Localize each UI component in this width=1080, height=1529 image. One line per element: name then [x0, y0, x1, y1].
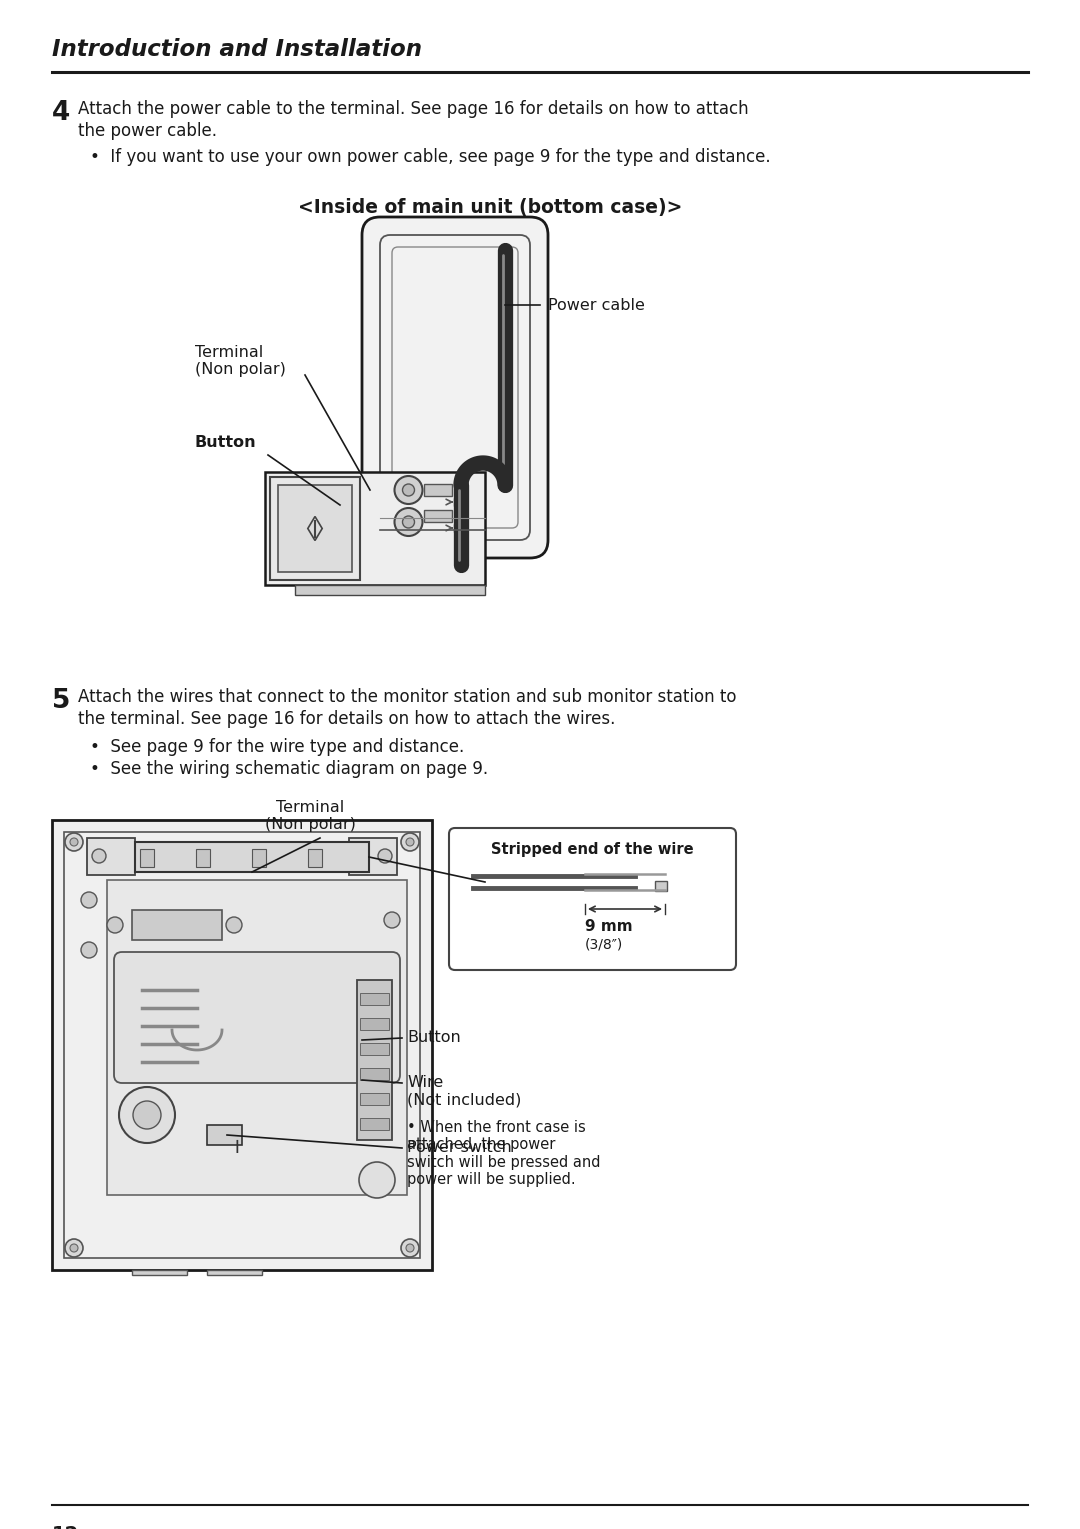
- FancyBboxPatch shape: [362, 217, 548, 558]
- Text: Wire
(Not included): Wire (Not included): [407, 1075, 522, 1107]
- Bar: [132, 1271, 187, 1275]
- Text: the power cable.: the power cable.: [78, 122, 217, 141]
- Circle shape: [401, 1238, 419, 1257]
- Bar: [207, 1271, 262, 1275]
- Bar: [423, 485, 451, 495]
- Bar: [360, 992, 389, 1005]
- Bar: [360, 1093, 389, 1105]
- Text: Introduction and Installation: Introduction and Installation: [52, 38, 422, 61]
- Text: (3/8″): (3/8″): [585, 937, 623, 951]
- Bar: [87, 838, 135, 875]
- Text: 4: 4: [52, 99, 70, 125]
- Circle shape: [403, 485, 415, 495]
- Bar: [454, 498, 461, 506]
- Bar: [107, 881, 407, 1196]
- Circle shape: [65, 1238, 83, 1257]
- Text: 12: 12: [52, 1524, 79, 1529]
- Circle shape: [92, 849, 106, 862]
- Text: ┃: ┃: [233, 1141, 241, 1153]
- Circle shape: [384, 911, 400, 928]
- Circle shape: [394, 476, 422, 505]
- Circle shape: [406, 1245, 414, 1252]
- Bar: [132, 910, 222, 940]
- Text: •  See the wiring schematic diagram on page 9.: • See the wiring schematic diagram on pa…: [90, 760, 488, 778]
- Text: 5: 5: [52, 688, 70, 714]
- Text: 9 mm: 9 mm: [585, 919, 633, 934]
- Text: Button: Button: [195, 434, 257, 450]
- Circle shape: [119, 1087, 175, 1144]
- Text: Attach the wires that connect to the monitor station and sub monitor station to: Attach the wires that connect to the mon…: [78, 688, 737, 706]
- Circle shape: [406, 838, 414, 846]
- Text: Power cable: Power cable: [548, 298, 645, 313]
- Text: •  If you want to use your own power cable, see page 9 for the type and distance: • If you want to use your own power cabl…: [90, 148, 771, 167]
- FancyBboxPatch shape: [449, 829, 735, 969]
- Bar: [195, 849, 210, 867]
- Bar: [360, 1043, 389, 1055]
- Text: Attach the power cable to the terminal. See page 16 for details on how to attach: Attach the power cable to the terminal. …: [78, 99, 748, 118]
- Text: Stripped end of the wire: Stripped end of the wire: [491, 842, 693, 856]
- Circle shape: [107, 917, 123, 933]
- Circle shape: [403, 515, 415, 528]
- Text: Power switch: Power switch: [407, 1141, 512, 1154]
- Circle shape: [70, 838, 78, 846]
- Circle shape: [394, 508, 422, 537]
- Bar: [207, 1125, 242, 1145]
- Bar: [308, 849, 322, 867]
- Text: Terminal
(Non polar): Terminal (Non polar): [265, 800, 355, 832]
- Bar: [278, 485, 352, 572]
- Circle shape: [401, 833, 419, 852]
- Circle shape: [359, 1162, 395, 1199]
- Text: the terminal. See page 16 for details on how to attach the wires.: the terminal. See page 16 for details on…: [78, 709, 616, 728]
- Bar: [64, 832, 420, 1258]
- Circle shape: [378, 849, 392, 862]
- Bar: [654, 881, 667, 891]
- Bar: [360, 1118, 389, 1130]
- Bar: [360, 1067, 389, 1079]
- Text: Button: Button: [407, 1031, 461, 1044]
- Circle shape: [226, 917, 242, 933]
- Bar: [140, 849, 154, 867]
- Circle shape: [70, 1245, 78, 1252]
- Circle shape: [65, 833, 83, 852]
- Text: •  See page 9 for the wire type and distance.: • See page 9 for the wire type and dista…: [90, 739, 464, 755]
- Text: • When the front case is
attached, the power
switch will be pressed and
power wi: • When the front case is attached, the p…: [407, 1121, 600, 1187]
- Circle shape: [81, 942, 97, 959]
- Bar: [252, 849, 266, 867]
- Circle shape: [81, 891, 97, 908]
- Bar: [295, 586, 485, 595]
- Bar: [52, 820, 432, 1271]
- Circle shape: [133, 1101, 161, 1128]
- Bar: [265, 472, 485, 586]
- Bar: [357, 980, 392, 1141]
- Bar: [423, 511, 451, 521]
- Bar: [135, 842, 369, 872]
- Bar: [349, 838, 397, 875]
- Bar: [454, 524, 461, 532]
- Bar: [360, 1018, 389, 1031]
- Bar: [270, 477, 360, 579]
- Text: Terminal
(Non polar): Terminal (Non polar): [195, 346, 286, 378]
- FancyBboxPatch shape: [114, 953, 400, 1083]
- Text: <Inside of main unit (bottom case)>: <Inside of main unit (bottom case)>: [298, 197, 683, 217]
